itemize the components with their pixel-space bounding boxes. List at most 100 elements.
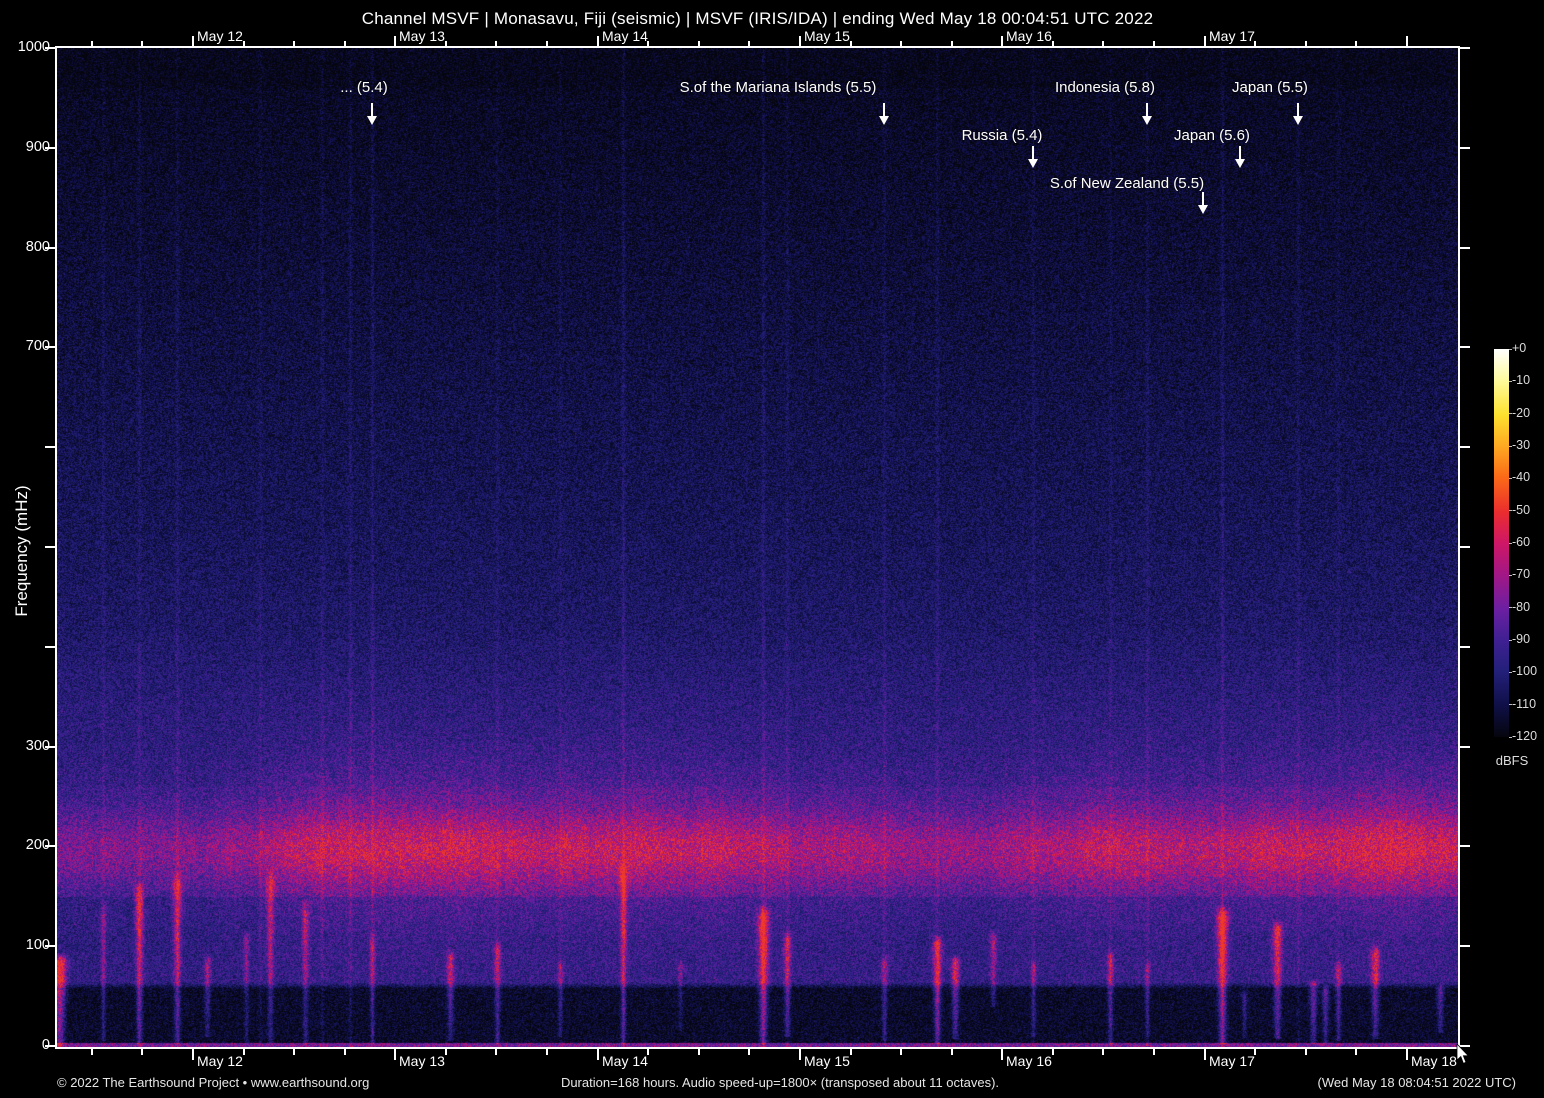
x-tick-bottom	[1051, 1049, 1054, 1055]
x-tick-bottom	[1102, 1049, 1105, 1055]
spectrogram-canvas[interactable]	[57, 48, 1458, 1047]
colorbar-tick-label: -80	[1512, 599, 1531, 614]
y-tick-left	[45, 146, 55, 149]
annotation-arrow-head	[1142, 116, 1152, 125]
colorbar-tick	[1509, 542, 1512, 544]
x-tick-bottom	[900, 1049, 903, 1055]
x-tick-top	[242, 41, 245, 46]
x-date-label-top: May 15	[804, 28, 850, 44]
y-tick-right	[1460, 845, 1470, 848]
spectrogram-plot[interactable]	[55, 46, 1460, 1049]
x-date-label-bottom: May 17	[1209, 1053, 1255, 1069]
x-tick-bottom	[242, 1049, 245, 1055]
y-tick-right	[1460, 346, 1470, 349]
x-tick-bottom	[90, 1049, 93, 1055]
y-tick-right	[1460, 945, 1470, 948]
colorbar-tick	[1509, 445, 1512, 447]
annotation-arrow-head	[1028, 159, 1038, 168]
colorbar-units-label: dBFS	[1495, 753, 1529, 768]
y-tick-left	[45, 1045, 55, 1047]
colorbar-tick-label: -90	[1512, 632, 1531, 646]
y-tick-right	[1460, 645, 1470, 648]
earthquake-annotation-label: S.of the Mariana Islands (5.5)	[679, 79, 877, 96]
y-tick-left	[45, 745, 55, 748]
x-tick-top	[1153, 41, 1156, 46]
copyright-text: © 2022 The Earthsound Project • www.eart…	[57, 1075, 370, 1090]
x-tick-top	[849, 41, 852, 46]
x-date-label-bottom: May 16	[1006, 1053, 1052, 1069]
x-tick-top	[444, 41, 447, 46]
x-tick-top	[1355, 41, 1358, 46]
colorbar-tick-label: -120	[1512, 729, 1538, 743]
x-tick-top	[697, 41, 700, 46]
x-tick-top	[1102, 41, 1105, 46]
x-date-label-top: May 16	[1006, 28, 1052, 44]
x-date-label-bottom: May 18	[1411, 1053, 1457, 1069]
colorbar-tick	[1509, 413, 1512, 415]
x-tick-bottom	[394, 1049, 397, 1060]
x-tick-top	[748, 41, 751, 46]
x-tick-top	[798, 36, 801, 46]
x-date-label-bottom: May 13	[399, 1053, 445, 1069]
x-tick-bottom	[546, 1049, 549, 1055]
colorbar-tick-label: -70	[1512, 567, 1531, 582]
colorbar-tick	[1509, 477, 1512, 479]
colorbar-tick-label: -60	[1512, 535, 1531, 549]
annotation-arrow-stem	[883, 103, 885, 117]
x-tick-bottom	[849, 1049, 852, 1055]
y-tick-left	[45, 546, 55, 548]
x-tick-top	[1001, 36, 1004, 46]
x-date-label-bottom: May 12	[197, 1053, 243, 1069]
y-tick-left	[45, 446, 55, 449]
annotation-arrow-stem	[1239, 146, 1241, 160]
x-tick-bottom	[141, 1049, 144, 1055]
mouse-cursor-icon	[1456, 1044, 1470, 1064]
colorbar-tick	[1509, 380, 1512, 382]
x-tick-top	[394, 36, 397, 46]
x-tick-bottom	[293, 1049, 296, 1055]
colorbar-tick-label: -20	[1512, 405, 1531, 420]
x-tick-bottom	[1254, 1049, 1257, 1055]
colorbar-tick	[1509, 704, 1512, 706]
x-tick-bottom	[950, 1049, 953, 1055]
x-tick-top	[1304, 41, 1307, 46]
x-tick-bottom	[748, 1049, 751, 1055]
y-tick-right	[1460, 246, 1470, 249]
annotation-arrow-head	[1198, 205, 1208, 214]
x-tick-top	[495, 41, 498, 46]
x-tick-top	[192, 36, 194, 46]
earthquake-annotation-label: Japan (5.6)	[1174, 127, 1250, 144]
x-tick-bottom	[192, 1049, 194, 1060]
page-title: Channel MSVF | Monasavu, Fiji (seismic) …	[361, 9, 1154, 28]
y-tick-left	[45, 47, 55, 49]
colorbar-tick-label: -30	[1512, 438, 1531, 452]
x-tick-bottom	[495, 1049, 498, 1055]
colorbar-tick-label: -10	[1512, 373, 1531, 388]
y-tick-right	[1460, 146, 1470, 149]
y-tick-label: 200	[25, 837, 50, 854]
x-tick-bottom	[596, 1049, 599, 1060]
earthquake-annotation-label: S.of New Zealand (5.5)	[1049, 175, 1205, 192]
y-tick-left	[45, 346, 55, 349]
x-tick-top	[546, 41, 549, 46]
x-tick-top	[1203, 36, 1206, 46]
y-tick-label: 1000	[17, 39, 50, 55]
colorbar-tick	[1509, 510, 1512, 512]
y-tick-left	[45, 246, 55, 249]
y-tick-label: 0	[41, 1037, 50, 1053]
annotation-arrow-stem	[371, 103, 373, 117]
x-date-label-top: May 17	[1209, 28, 1255, 44]
x-tick-bottom	[1405, 1049, 1408, 1060]
x-date-label-bottom: May 15	[804, 1053, 850, 1069]
x-tick-top	[293, 41, 296, 46]
colorbar-tick-label: -50	[1512, 502, 1531, 517]
y-tick-right	[1460, 1045, 1470, 1047]
x-tick-top	[343, 41, 346, 46]
x-tick-bottom	[1304, 1049, 1307, 1055]
annotation-arrow-stem	[1297, 103, 1299, 117]
y-tick-right	[1460, 745, 1470, 748]
colorbar-tick-label: -100	[1512, 664, 1538, 679]
y-tick-left	[45, 845, 55, 848]
x-tick-bottom	[1355, 1049, 1358, 1055]
